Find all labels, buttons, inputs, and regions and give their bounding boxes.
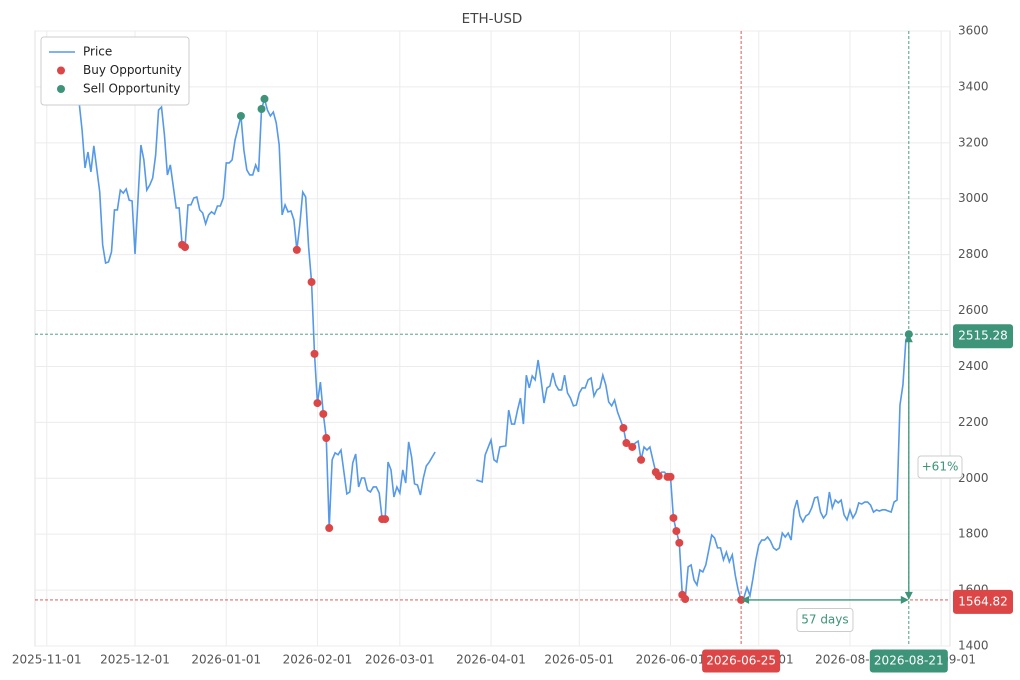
x-tick-label: 2026-01-01 bbox=[191, 653, 261, 667]
y-tick-label: 1800 bbox=[958, 527, 989, 541]
marker bbox=[310, 349, 319, 358]
marker bbox=[666, 472, 675, 481]
marker bbox=[637, 455, 646, 464]
y-tick-label: 2200 bbox=[958, 415, 989, 429]
marker bbox=[628, 442, 637, 451]
marker bbox=[181, 243, 190, 252]
marker bbox=[257, 104, 266, 113]
marker bbox=[260, 94, 269, 103]
marker bbox=[669, 513, 678, 522]
y-tick-label: 3400 bbox=[958, 79, 989, 93]
marker bbox=[619, 423, 628, 432]
price-line bbox=[75, 74, 910, 602]
x-tick-label: 2026-06-01 bbox=[636, 653, 706, 667]
y-tick-label: 2400 bbox=[958, 359, 989, 373]
y-tick-label: 2600 bbox=[958, 303, 989, 317]
price-label: 2515.28 bbox=[958, 329, 1008, 343]
legend-label: Price bbox=[83, 45, 112, 59]
price-label: 1564.82 bbox=[958, 594, 1008, 608]
arrow-head bbox=[904, 334, 913, 343]
marker bbox=[654, 472, 663, 481]
date-label: 2026-08-21 bbox=[874, 654, 944, 668]
y-tick-label: 3200 bbox=[958, 135, 989, 149]
y-tick-label: 3000 bbox=[958, 191, 989, 205]
marker bbox=[675, 538, 684, 547]
price-label-box bbox=[953, 324, 1013, 349]
date-label: 2026-06-25 bbox=[706, 654, 776, 668]
chart-title: ETH-USD bbox=[462, 11, 523, 27]
marker bbox=[672, 527, 681, 536]
legend-box bbox=[40, 36, 190, 106]
x-tick-label: 2025-12-01 bbox=[100, 653, 170, 667]
price-label-box bbox=[953, 589, 1013, 614]
marker bbox=[325, 524, 334, 533]
duration-label-box bbox=[796, 608, 854, 632]
x-tick-label: 2026-04-01 bbox=[456, 653, 526, 667]
arrow-head bbox=[904, 591, 913, 600]
marker bbox=[622, 439, 631, 448]
date-label-box bbox=[869, 649, 948, 673]
marker bbox=[381, 515, 390, 524]
x-tick-label: 2025-11-01 bbox=[12, 653, 82, 667]
x-tick-label: 2026-02-01 bbox=[283, 653, 353, 667]
marker bbox=[292, 245, 301, 254]
x-tick-label: 2026-05-01 bbox=[544, 653, 614, 667]
marker bbox=[319, 409, 328, 418]
marker bbox=[236, 111, 245, 120]
y-tick-label: 2800 bbox=[958, 247, 989, 261]
legend-swatch bbox=[57, 85, 65, 93]
y-tick-label: 3600 bbox=[958, 24, 989, 38]
duration-label: 57 days bbox=[801, 613, 848, 627]
marker bbox=[322, 434, 331, 443]
y-tick-label: 2000 bbox=[958, 471, 989, 485]
date-label-box bbox=[702, 649, 781, 673]
x-tick-label: 2026-08-01 bbox=[815, 653, 885, 667]
y-tick-label: 1400 bbox=[958, 639, 989, 653]
change-label: +61% bbox=[922, 460, 959, 474]
change-label-box bbox=[917, 455, 963, 479]
marker bbox=[307, 278, 316, 287]
marker bbox=[313, 399, 322, 408]
x-tick-label: 2026-03-01 bbox=[365, 653, 435, 667]
arrow-head bbox=[741, 595, 750, 604]
marker bbox=[681, 595, 690, 604]
legend-label: Buy Opportunity bbox=[83, 63, 182, 77]
arrow-head bbox=[900, 595, 909, 604]
legend-label: Sell Opportunity bbox=[83, 82, 181, 96]
legend-swatch bbox=[57, 66, 65, 75]
